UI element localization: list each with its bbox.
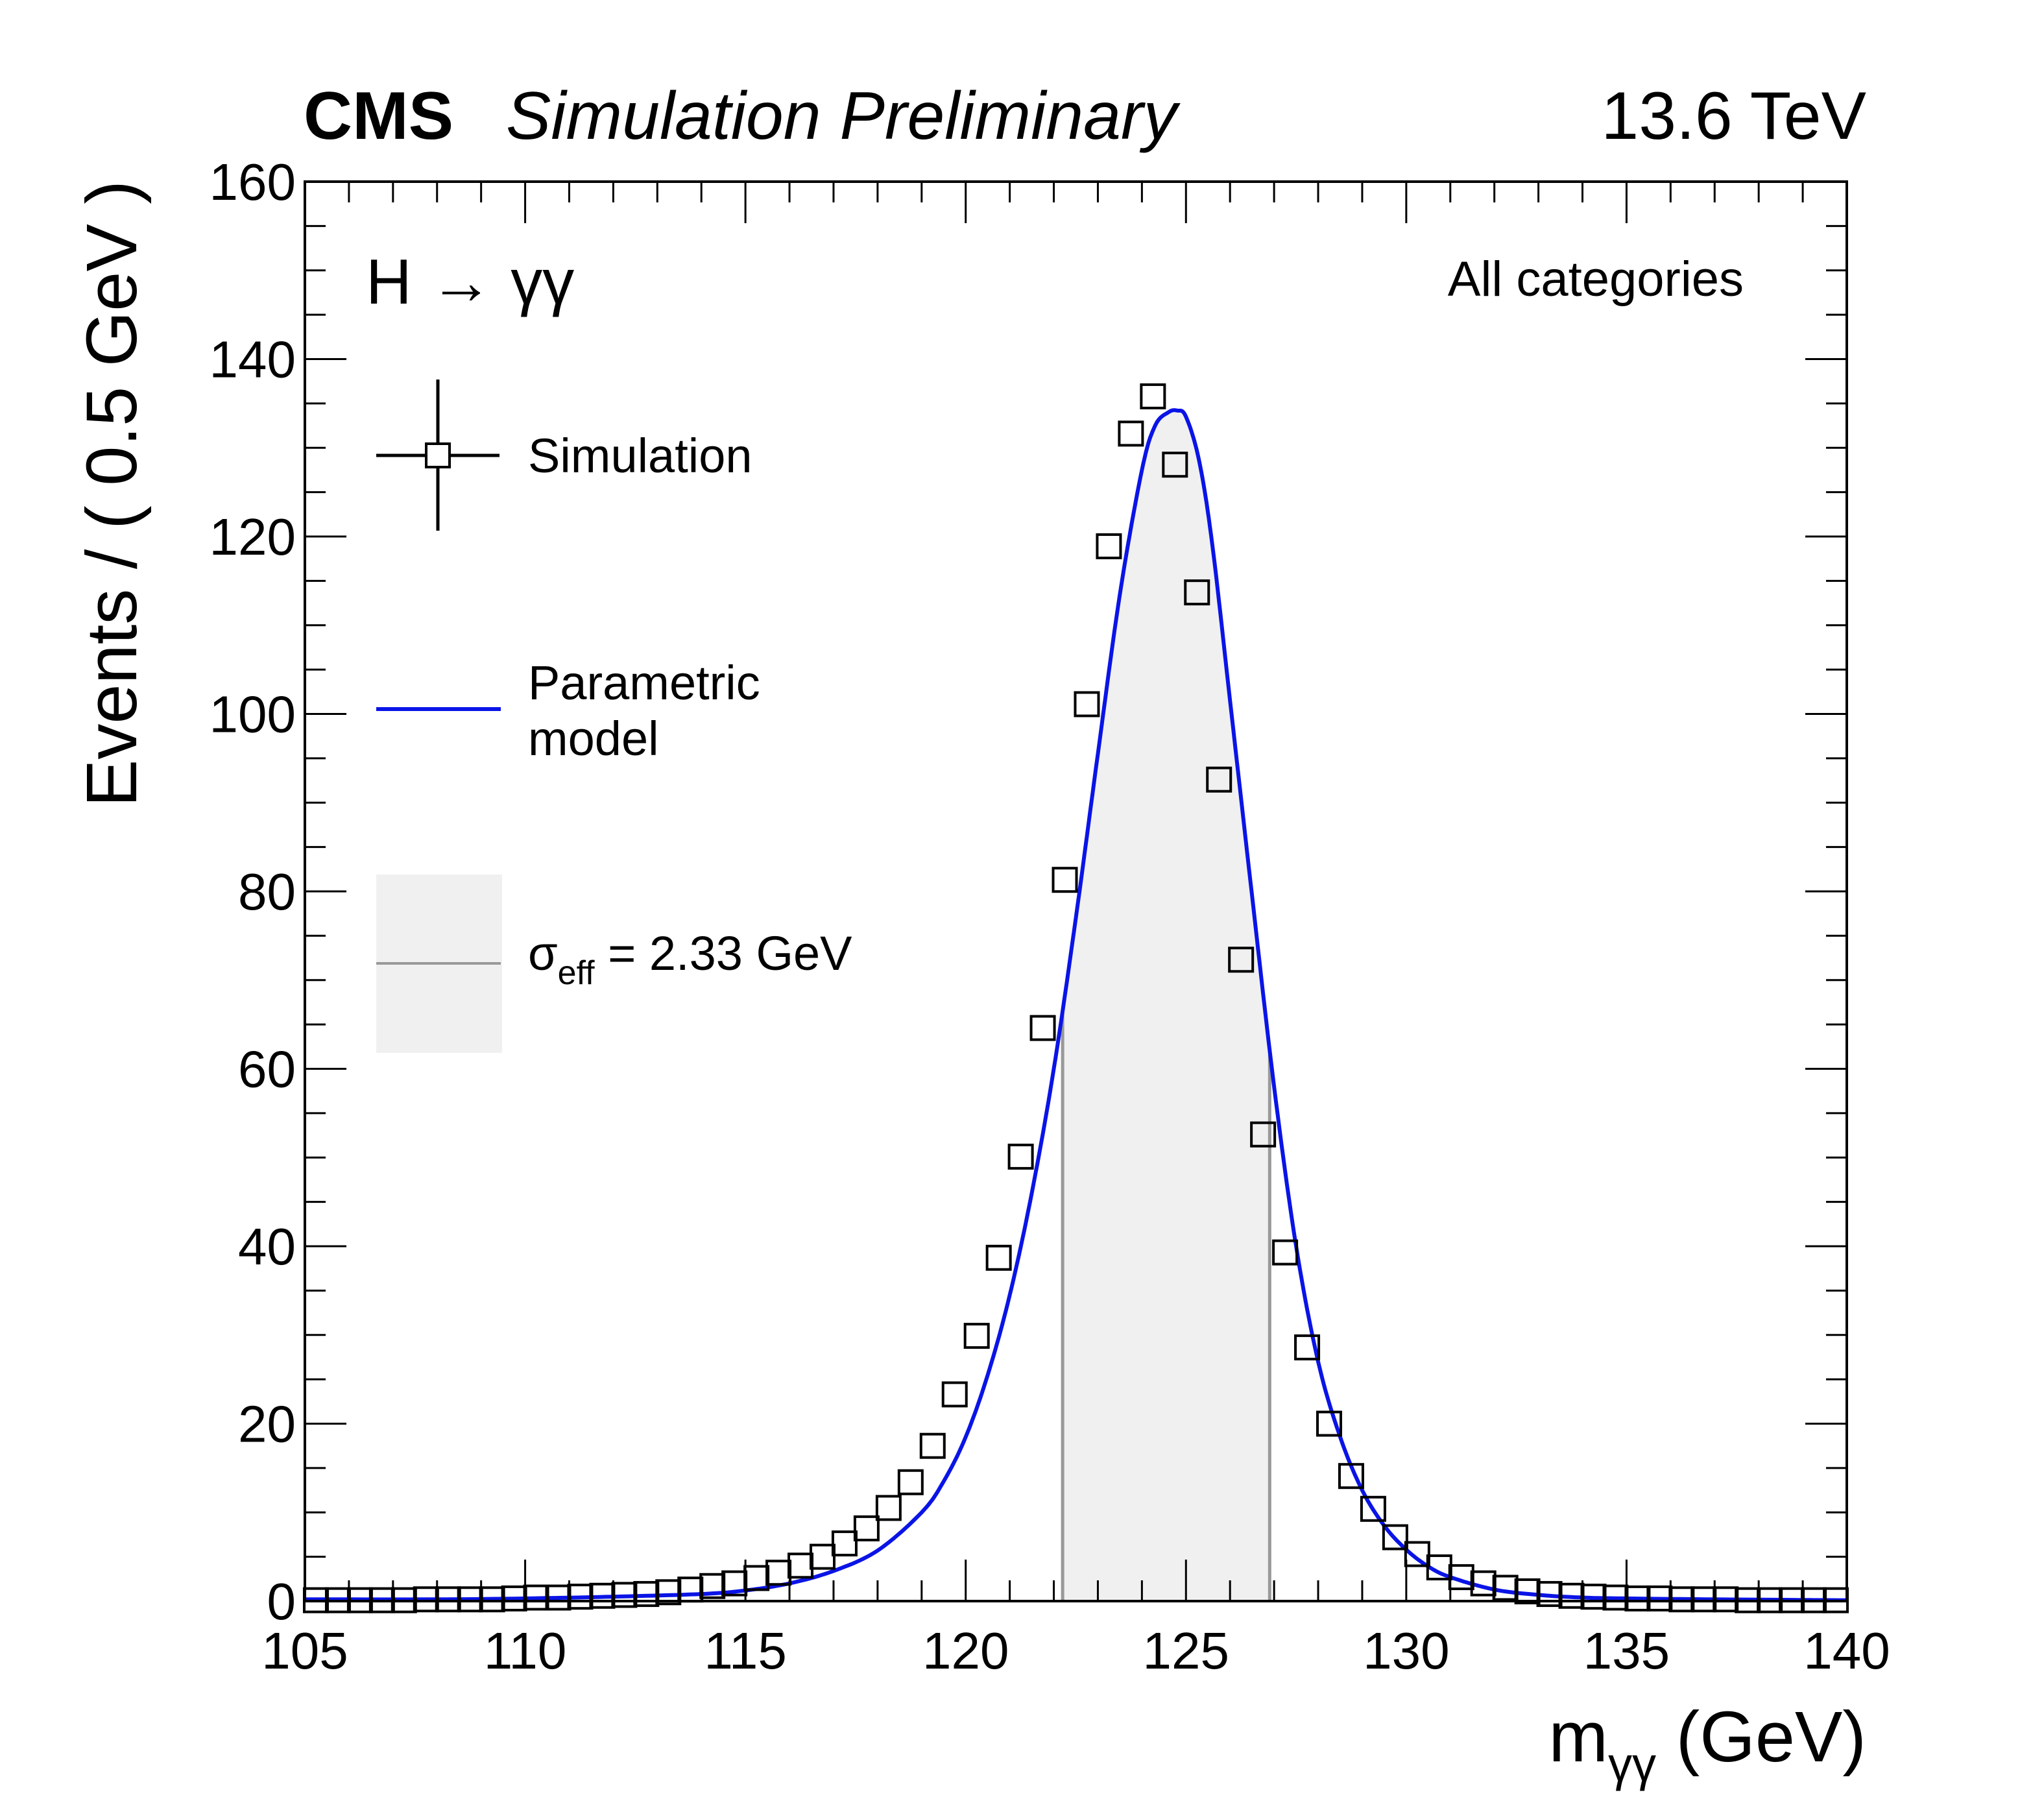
simulation-point: [875, 1495, 902, 1521]
x-axis-title-main: m: [1548, 1697, 1608, 1777]
simulation-point: [1162, 452, 1188, 478]
x-tick-label: 140: [1803, 1622, 1890, 1680]
legend-sigma-label: σeff = 2.33 GeV: [528, 926, 852, 992]
y-tick-label: 160: [210, 153, 296, 211]
simulation-point: [1007, 1143, 1034, 1170]
legend-sigma-sub: eff: [558, 954, 595, 992]
y-tick-label: 60: [238, 1041, 296, 1098]
simulation-point: [1029, 1015, 1056, 1041]
x-tick-label: 130: [1363, 1622, 1449, 1680]
legend-simulation-marker: [425, 442, 451, 468]
y-axis-title: Events / ( 0.5 GeV ): [72, 180, 152, 807]
x-tick-label: 105: [261, 1622, 348, 1680]
x-tick-label: 110: [484, 1622, 567, 1680]
process-label: H → γγ: [366, 246, 574, 317]
y-tick-label: 100: [210, 686, 296, 743]
legend-simulation-label: Simulation: [528, 429, 752, 483]
simulation-point: [809, 1543, 836, 1570]
status-label: Simulation Preliminary: [506, 78, 1181, 154]
simulation-point: [1294, 1334, 1321, 1360]
sigma-eff-band-fill: [1063, 410, 1270, 1602]
y-tick-label: 40: [238, 1218, 296, 1275]
simulation-point: [963, 1323, 990, 1349]
simulation-point: [1448, 1564, 1474, 1591]
simulation-point: [1118, 420, 1144, 447]
simulation-point: [1052, 867, 1078, 893]
simulation-point: [1206, 766, 1232, 793]
x-tick-label: 125: [1143, 1622, 1229, 1680]
simulation-point: [1272, 1239, 1299, 1266]
x-tick-label: 120: [922, 1622, 1009, 1680]
y-tick-label: 20: [238, 1395, 296, 1453]
x-tick-label: 115: [704, 1622, 787, 1680]
y-tick-label: 0: [267, 1573, 296, 1630]
legend-model-label-line2: model: [528, 712, 659, 766]
x-axis-title-sub: γγ: [1608, 1737, 1656, 1791]
simulation-point: [831, 1530, 858, 1557]
experiment-label: CMS: [304, 78, 453, 154]
simulation-point: [1250, 1121, 1277, 1148]
plot-frame: [304, 180, 1848, 1602]
simulation-point: [897, 1469, 924, 1495]
simulation-point: [1426, 1554, 1452, 1581]
simulation-point: [1382, 1524, 1408, 1551]
simulation-point: [1140, 383, 1166, 409]
simulation-point: [1096, 533, 1122, 560]
simulation-point: [1074, 691, 1100, 718]
simulation-point: [1492, 1575, 1519, 1601]
simulation-point: [1228, 947, 1255, 973]
simulation-point: [919, 1432, 946, 1459]
simulation-point: [941, 1381, 968, 1408]
legend-sigma-value: = 2.33 GeV: [595, 926, 853, 980]
simulation-point: [1360, 1495, 1386, 1522]
x-tick-label: 135: [1583, 1622, 1670, 1680]
sigma-eff-band: [1061, 410, 1271, 1602]
y-tick-label: 140: [210, 331, 296, 389]
y-tick-label: 80: [238, 863, 296, 921]
x-axis-title-unit: (GeV): [1656, 1697, 1866, 1777]
y-tick-label: 120: [210, 508, 296, 566]
x-axis-title: mγγ (GeV): [1548, 1697, 1866, 1791]
energy-label: 13.6 TeV: [1601, 78, 1866, 154]
simulation-point: [1184, 579, 1210, 606]
simulation-point: [788, 1552, 814, 1579]
axis-ticks: 105 110 115 120 125 130 135 140 0 20 40 60 80 100 120 1…: [210, 153, 1890, 1680]
simulation-point: [1404, 1541, 1430, 1567]
simulation-point: [1316, 1410, 1343, 1437]
legend-model-label-line1: Parametric: [528, 656, 760, 710]
legend-sigma-symbol: σ: [528, 926, 558, 980]
simulation-point: [853, 1515, 880, 1541]
category-label: All categories: [1448, 252, 1744, 307]
simulation-point: [985, 1244, 1012, 1271]
simulation-point: [677, 1576, 704, 1603]
simulation-point: [1338, 1463, 1364, 1490]
simulation-point: [765, 1560, 792, 1586]
